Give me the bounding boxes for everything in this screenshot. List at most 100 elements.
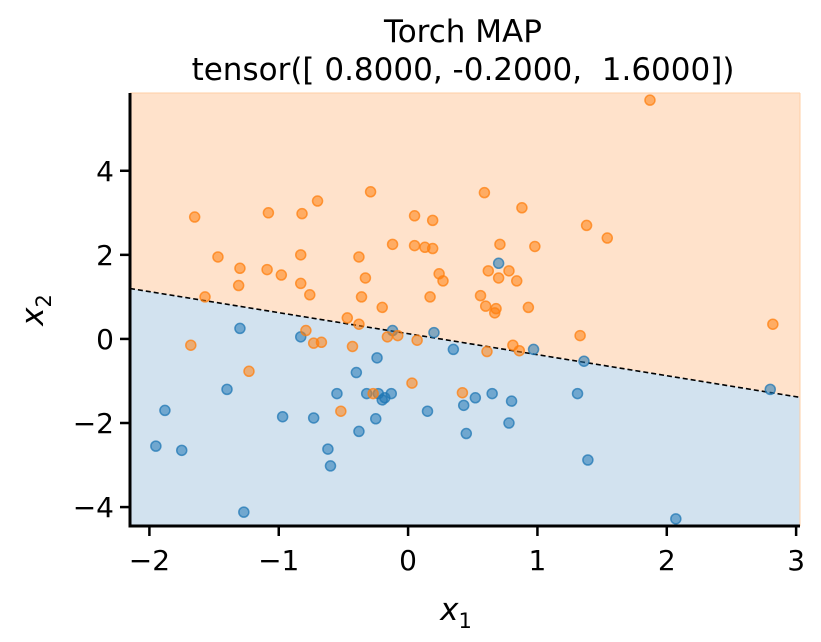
data-point-class-1 — [437, 275, 449, 287]
data-points — [150, 94, 779, 525]
data-point-class-1 — [481, 345, 493, 358]
data-point-class-0 — [221, 383, 233, 396]
data-point-class-1 — [188, 211, 201, 223]
y-tick-label: −4 — [73, 491, 114, 524]
data-point-class-1 — [516, 202, 528, 214]
decision-boundary — [129, 287, 801, 399]
data-point-class-1 — [479, 300, 492, 312]
data-point-class-1 — [426, 214, 439, 227]
data-point-class-1 — [490, 302, 502, 315]
data-point-class-1 — [294, 277, 307, 290]
boundary-line — [129, 287, 801, 399]
data-point-class-1 — [424, 291, 436, 303]
data-point-class-1 — [353, 251, 365, 263]
data-point-class-1 — [408, 210, 421, 222]
data-point-class-1 — [411, 334, 423, 346]
data-point-class-1 — [503, 265, 515, 277]
data-point-class-0 — [460, 427, 473, 440]
y-tick-label: 2 — [96, 239, 114, 272]
x-tick-label: −1 — [258, 544, 299, 577]
axes — [128, 93, 800, 528]
chart-subtitle: tensor([ 0.8000, -0.2000, 1.6000]) — [192, 52, 735, 88]
data-point-class-1 — [381, 331, 394, 343]
data-point-class-1 — [353, 318, 365, 330]
data-point-class-1 — [311, 195, 324, 207]
x-axis-label-base: x — [439, 592, 459, 628]
data-point-class-1 — [341, 312, 354, 324]
x-tick-label: −2 — [129, 544, 170, 577]
data-point-class-0 — [322, 443, 334, 455]
data-point-class-1 — [212, 251, 224, 263]
data-point-class-0 — [505, 395, 518, 407]
data-point-class-1 — [510, 275, 523, 287]
data-point-class-0 — [447, 343, 460, 356]
data-point-class-0 — [307, 412, 320, 424]
data-point-class-0 — [571, 387, 584, 400]
data-point-class-0 — [428, 326, 440, 339]
data-point-class-1 — [529, 240, 541, 253]
data-point-class-1 — [346, 340, 359, 353]
y-tick-label: 0 — [96, 323, 114, 356]
data-point-class-0 — [175, 444, 188, 457]
data-point-class-1 — [406, 377, 418, 389]
data-point-class-1 — [474, 289, 487, 302]
x-tick-label: 0 — [399, 544, 417, 577]
data-point-class-1 — [199, 291, 211, 303]
data-point-class-1 — [574, 329, 586, 342]
data-point-class-0 — [238, 506, 250, 518]
data-point-class-0 — [370, 413, 382, 425]
data-point-class-1 — [275, 269, 288, 281]
data-point-class-1 — [367, 387, 379, 400]
data-point-class-1 — [426, 242, 439, 255]
x-tick-label: 1 — [529, 544, 547, 577]
data-point-class-0 — [421, 405, 434, 417]
data-point-class-1 — [482, 265, 495, 277]
data-point-class-0 — [469, 392, 482, 404]
data-point-class-0 — [353, 425, 365, 438]
data-point-class-0 — [582, 454, 594, 466]
data-point-class-1 — [494, 238, 506, 251]
data-point-class-0 — [764, 383, 777, 396]
data-point-class-1 — [644, 94, 656, 106]
data-point-class-0 — [486, 387, 498, 400]
data-point-class-0 — [150, 440, 162, 452]
data-point-class-0 — [234, 322, 246, 335]
data-point-class-0 — [331, 387, 343, 400]
data-point-class-1 — [386, 238, 399, 251]
data-point-class-0 — [276, 410, 289, 423]
data-point-class-1 — [304, 289, 316, 301]
y-axis-label-base: x — [15, 307, 51, 327]
data-point-class-1 — [359, 272, 372, 284]
data-point-class-0 — [457, 399, 470, 412]
y-axis-label-sub: 2 — [32, 294, 56, 307]
y-axis-label: x2 — [15, 294, 56, 327]
data-point-class-1 — [492, 272, 505, 284]
x-axis-label-sub: 1 — [458, 609, 471, 633]
data-point-class-0 — [159, 404, 171, 417]
data-point-class-1 — [522, 301, 535, 314]
y-tick-label: −2 — [73, 407, 114, 440]
data-point-class-0 — [324, 460, 337, 472]
data-point-class-1 — [315, 336, 328, 349]
decision-regions — [130, 92, 801, 526]
data-point-class-1 — [185, 339, 197, 351]
x-axis-ticks: −2 −1 0 1 2 3 — [129, 526, 805, 577]
data-point-class-1 — [364, 186, 377, 198]
data-point-class-1 — [294, 249, 307, 261]
data-point-class-0 — [503, 417, 515, 429]
x-axis-label: x1 — [439, 592, 472, 633]
data-point-class-1 — [296, 207, 308, 220]
data-point-class-1 — [261, 263, 273, 276]
data-point-class-1 — [262, 207, 275, 219]
data-point-class-1 — [601, 232, 614, 244]
data-point-class-0 — [527, 343, 540, 356]
data-point-class-1 — [456, 386, 469, 399]
data-point-class-0 — [350, 366, 363, 379]
region-class-1 — [130, 93, 800, 398]
data-point-class-1 — [300, 324, 312, 337]
x-tick-label: 3 — [787, 544, 805, 577]
data-point-class-1 — [767, 318, 779, 330]
data-point-class-1 — [478, 186, 491, 199]
data-point-class-1 — [232, 279, 245, 292]
